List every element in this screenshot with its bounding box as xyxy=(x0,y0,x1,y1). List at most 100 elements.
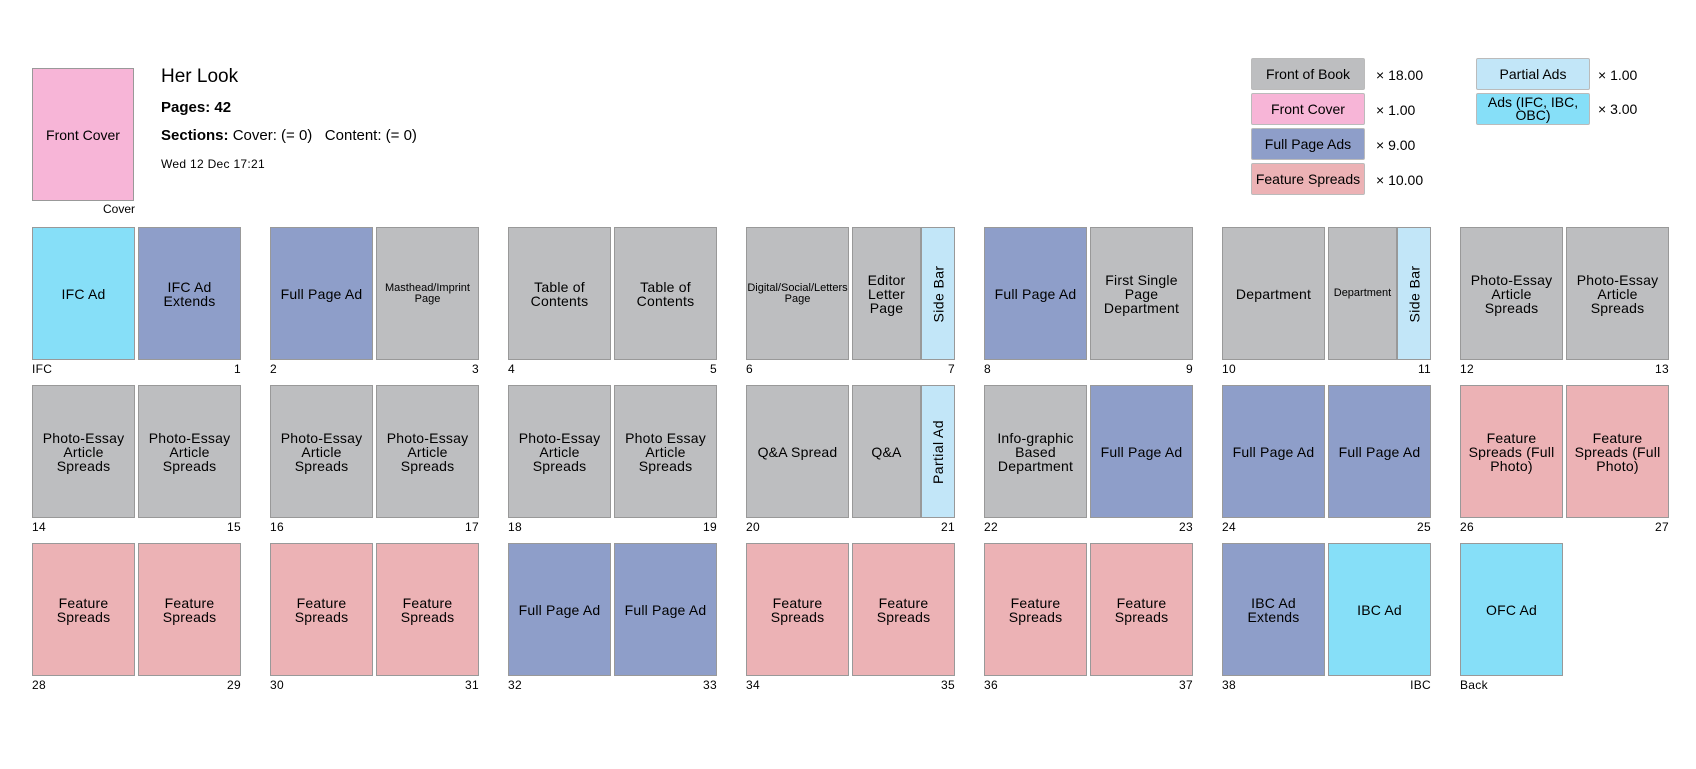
page-number: 19 xyxy=(703,520,717,534)
page-label: Feature Spreads xyxy=(876,594,931,625)
page-tile[interactable]: Feature Spreads xyxy=(746,543,849,676)
page-number: 33 xyxy=(703,678,717,692)
page-tile[interactable]: Q&A Spread xyxy=(746,385,849,518)
page-number: 20 xyxy=(746,520,760,534)
legend-swatch[interactable]: Feature Spreads xyxy=(1251,163,1365,195)
page-tile[interactable]: Full Page Ad xyxy=(508,543,611,676)
page-number: IFC xyxy=(32,362,53,376)
page-label: Photo-Essay Article Spreads xyxy=(280,429,363,474)
page-number: 24 xyxy=(1222,520,1236,534)
page-label: Department xyxy=(1235,285,1312,302)
legend-swatch[interactable]: Front of Book xyxy=(1251,58,1365,90)
page-label: Photo-Essay Article Spreads xyxy=(518,429,601,474)
sections-label: Sections: xyxy=(161,127,229,144)
page-number: 7 xyxy=(948,362,955,376)
page-tile[interactable]: Feature Spreads (Full Photo) xyxy=(1566,385,1669,518)
page-tile[interactable]: Full Page Ad xyxy=(614,543,717,676)
page-tile[interactable]: First Single Page Department xyxy=(1090,227,1193,360)
legend-count: × 9.00 xyxy=(1376,137,1416,153)
page-tile[interactable]: Feature Spreads xyxy=(32,543,135,676)
page-label: Photo-Essay Article Spreads xyxy=(386,429,469,474)
page-tile[interactable]: Table of Contents xyxy=(614,227,717,360)
page-tile[interactable]: IFC Ad xyxy=(32,227,135,360)
page-number: 35 xyxy=(941,678,955,692)
page-tile[interactable]: Digital/Social/Letters Page xyxy=(746,227,849,360)
page-number: 26 xyxy=(1460,520,1474,534)
page-label: Full Page Ad xyxy=(1100,443,1183,460)
sidebar-slot[interactable]: Side Bar xyxy=(921,227,955,360)
page-tile[interactable]: Photo-Essay Article Spreads xyxy=(32,385,135,518)
page-number: 4 xyxy=(508,362,515,376)
magazine-title: Her Look xyxy=(161,66,239,87)
page-tile[interactable]: IBC Ad xyxy=(1328,543,1431,676)
legend-swatch[interactable]: Partial Ads xyxy=(1476,58,1590,90)
page-number: 12 xyxy=(1460,362,1474,376)
page-tile[interactable]: Full Page Ad xyxy=(1222,385,1325,518)
page-number: 5 xyxy=(710,362,717,376)
page-tile[interactable]: Photo-Essay Article Spreads xyxy=(1460,227,1563,360)
sidebar-label: Side Bar xyxy=(1406,265,1422,322)
page-tile[interactable]: Photo-Essay Article Spreads xyxy=(376,385,479,518)
page-tile[interactable]: Full Page Ad xyxy=(1328,385,1431,518)
page-tile[interactable]: Department xyxy=(1328,227,1397,360)
front-cover-label: Front Cover xyxy=(46,126,120,143)
page-label: IFC Ad xyxy=(61,285,106,302)
page-label: Full Page Ad xyxy=(518,601,601,618)
page-tile[interactable]: Q&A xyxy=(852,385,921,518)
page-tile[interactable]: OFC Ad xyxy=(1460,543,1563,676)
sidebar-slot[interactable]: Partial Ad xyxy=(921,385,955,518)
page-number: 29 xyxy=(227,678,241,692)
page-tile[interactable]: IBC Ad Extends xyxy=(1222,543,1325,676)
page-label: IFC Ad Extends xyxy=(163,278,216,309)
page-tile[interactable]: Editor Letter Page xyxy=(852,227,921,360)
page-label: Full Page Ad xyxy=(624,601,707,618)
sidebar-label: Partial Ad xyxy=(930,419,946,484)
page-tile[interactable]: Feature Spreads xyxy=(1090,543,1193,676)
page-tile[interactable]: Feature Spreads xyxy=(270,543,373,676)
page-number: 27 xyxy=(1655,520,1669,534)
page-tile[interactable]: Info-graphic Based Department xyxy=(984,385,1087,518)
page-number: 23 xyxy=(1179,520,1193,534)
page-tile[interactable]: Full Page Ad xyxy=(1090,385,1193,518)
legend-swatch[interactable]: Front Cover xyxy=(1251,93,1365,125)
page-tile[interactable]: IFC Ad Extends xyxy=(138,227,241,360)
page-label: Department xyxy=(1333,287,1392,299)
page-tile[interactable]: Photo-Essay Article Spreads xyxy=(508,385,611,518)
page-tile[interactable]: Feature Spreads xyxy=(138,543,241,676)
page-label: Masthead/Imprint Page xyxy=(385,281,470,305)
legend-swatch[interactable]: Full Page Ads xyxy=(1251,128,1365,160)
page-number: 8 xyxy=(984,362,991,376)
sidebar-slot[interactable]: Side Bar xyxy=(1397,227,1431,360)
page-number: 34 xyxy=(746,678,760,692)
page-tile[interactable]: Full Page Ad xyxy=(984,227,1087,360)
page-tile[interactable]: Full Page Ad xyxy=(270,227,373,360)
page-tile[interactable]: Feature Spreads (Full Photo) xyxy=(1460,385,1563,518)
page-tile[interactable]: Masthead/Imprint Page xyxy=(376,227,479,360)
page-tile[interactable]: Feature Spreads xyxy=(376,543,479,676)
page-number: 10 xyxy=(1222,362,1236,376)
page-label: Feature Spreads xyxy=(56,594,111,625)
page-tile[interactable]: Department xyxy=(1222,227,1325,360)
page-tile[interactable]: Photo-Essay Article Spreads xyxy=(138,385,241,518)
page-tile[interactable]: Photo-Essay Article Spreads xyxy=(270,385,373,518)
legend-count: × 1.00 xyxy=(1376,102,1416,118)
page-label: Feature Spreads xyxy=(162,594,217,625)
page-number: 31 xyxy=(465,678,479,692)
page-label: Full Page Ad xyxy=(280,285,363,302)
legend-swatch[interactable]: Ads (IFC, IBC, OBC) xyxy=(1476,93,1590,125)
page-label: Feature Spreads xyxy=(294,594,349,625)
page-tile[interactable]: Table of Contents xyxy=(508,227,611,360)
page-label: Full Page Ad xyxy=(1232,443,1315,460)
page-label: Table of Contents xyxy=(636,278,695,309)
legend-count: × 1.00 xyxy=(1598,67,1638,83)
page-tile[interactable]: Feature Spreads xyxy=(852,543,955,676)
page-number: 3 xyxy=(472,362,479,376)
front-cover-page[interactable]: Front Cover xyxy=(32,68,134,201)
legend-count: × 10.00 xyxy=(1376,172,1424,188)
page-tile[interactable]: Photo-Essay Article Spreads xyxy=(1566,227,1669,360)
page-label: OFC Ad xyxy=(1486,601,1537,618)
page-tile[interactable]: Feature Spreads xyxy=(984,543,1087,676)
page-number: 38 xyxy=(1222,678,1236,692)
page-tile[interactable]: Photo Essay Article Spreads xyxy=(614,385,717,518)
page-label: Feature Spreads xyxy=(770,594,825,625)
